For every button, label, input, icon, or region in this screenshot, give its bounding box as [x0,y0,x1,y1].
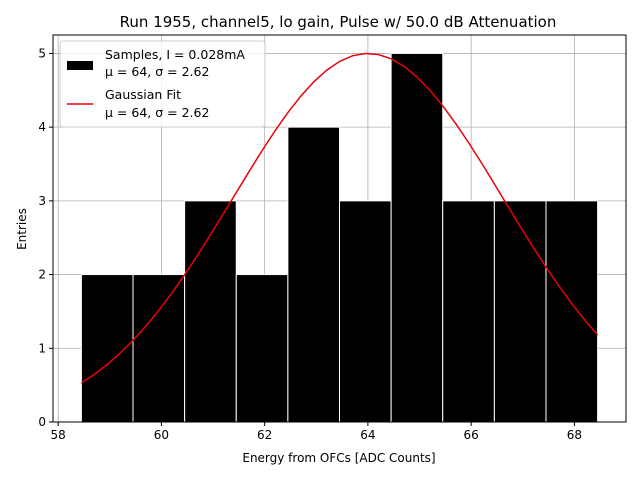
histogram-bar [390,52,444,423]
y-tick-label: 2 [38,268,46,282]
x-tick-label: 66 [463,428,478,442]
y-tick-label: 5 [38,46,46,60]
x-tick-label: 62 [257,428,272,442]
x-axis-ticks: 58 60 62 64 66 68 [51,422,582,442]
histogram-bar [442,200,495,423]
x-tick-label: 60 [154,428,169,442]
legend-box [59,40,266,128]
legend-label-fit: Gaussian Fit [105,87,181,102]
histogram-bar [132,274,186,423]
y-axis-ticks: 0 1 2 3 4 5 [38,46,53,429]
y-tick-label: 1 [38,341,46,355]
legend-label-samples-stats: μ = 64, σ = 2.62 [105,64,209,79]
x-axis-label: Energy from OFCs [ADC Counts] [242,451,435,465]
y-tick-label: 3 [38,194,46,208]
chart-title: Run 1955, channel5, lo gain, Pulse w/ 50… [120,13,557,31]
y-tick-label: 0 [38,415,46,429]
gaussian-fit-line [80,52,599,384]
plot-frame [52,34,627,423]
x-tick-label: 58 [51,428,66,442]
histogram-bar [287,126,341,423]
y-axis-label: Entries [15,208,29,250]
x-tick-label: 64 [360,428,375,442]
legend-swatch-samples [67,61,93,70]
x-tick-label: 68 [567,428,582,442]
legend-label-fit-stats: μ = 64, σ = 2.62 [105,105,209,120]
legend-label-samples: Samples, I = 0.028mA [105,47,245,62]
y-tick-label: 4 [38,120,46,134]
histogram-bar [545,200,599,423]
histogram-bar [339,200,392,423]
histogram-bar [235,274,289,423]
histogram-bar [184,200,237,423]
histogram-bar [493,200,547,423]
legend: Samples, I = 0.028mA μ = 64, σ = 2.62 Ga… [59,40,266,128]
